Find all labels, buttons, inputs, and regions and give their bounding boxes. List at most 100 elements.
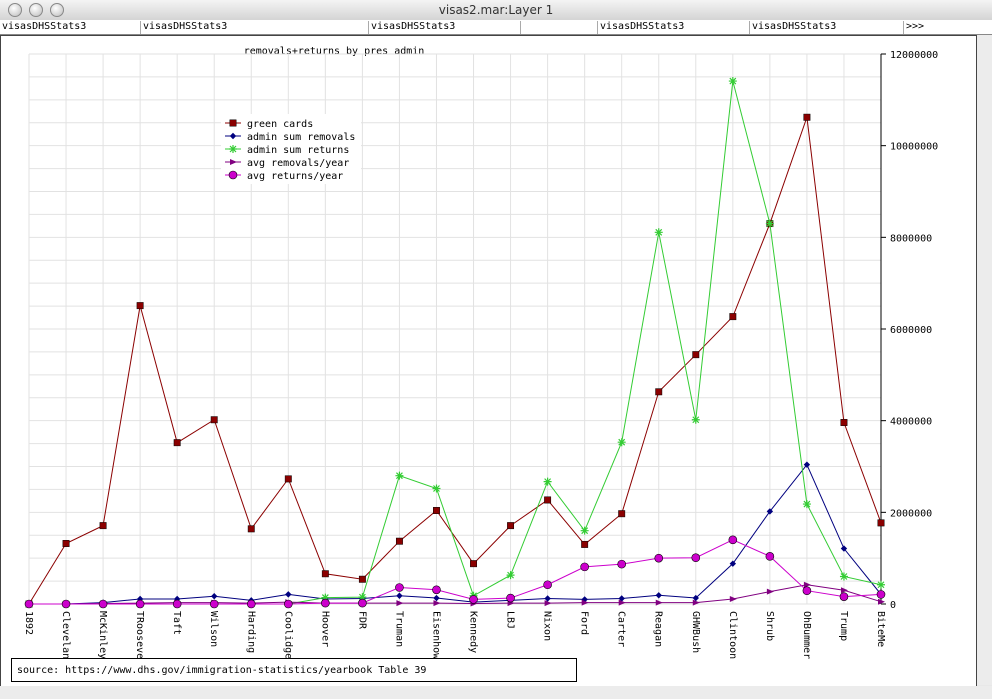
legend-label: avg removals/year — [247, 158, 349, 169]
x-tick-label: Clintoon — [727, 611, 738, 659]
data-point-circle — [765, 552, 775, 561]
data-point-diamond — [211, 593, 218, 600]
data-point-asterisk — [358, 593, 367, 602]
data-point-circle — [432, 585, 441, 595]
data-point-square — [173, 439, 181, 447]
x-tick-label: GHWBush — [690, 611, 701, 653]
data-point-triangle — [581, 599, 589, 606]
x-tick-label: Harding — [245, 611, 256, 653]
data-point-square — [507, 522, 515, 530]
minimize-window-button[interactable] — [29, 3, 43, 17]
data-point-triangle — [655, 599, 663, 606]
data-point-asterisk — [432, 484, 441, 493]
tab-visasdhsstats3-3[interactable]: visasDHSStats3 — [368, 21, 521, 34]
title-bar: visas2.mar:Layer 1 — [0, 0, 992, 21]
legend-label: admin sum returns — [247, 145, 349, 156]
data-point-diamond — [655, 592, 662, 599]
tab-empty[interactable] — [520, 21, 599, 34]
data-point-triangle — [396, 600, 404, 607]
data-point-asterisk — [543, 477, 552, 486]
series-line — [29, 463, 882, 605]
data-point-circle — [172, 599, 182, 609]
data-point-square — [210, 416, 218, 424]
vertical-scrollbar[interactable] — [977, 35, 992, 685]
x-tick-label: Cleveland — [60, 611, 71, 665]
data-point-square — [655, 388, 663, 396]
x-tick-label: Kennedy — [468, 611, 479, 653]
x-tick-label: Shrub — [764, 611, 775, 641]
data-point-circle — [61, 599, 71, 609]
y-tick-label: 2000000 — [890, 508, 932, 519]
data-point-diamond — [840, 545, 848, 552]
series-line — [29, 584, 882, 605]
data-point-diamond — [136, 595, 144, 603]
x-tick-label: OhBummer — [801, 611, 812, 659]
tab-visasdhsstats3-4[interactable]: visasDHSStats3 — [597, 21, 750, 34]
x-tick-label: Eisenhower — [430, 611, 441, 671]
data-point-asterisk — [654, 228, 663, 237]
data-point-circle — [358, 598, 367, 608]
data-point-asterisk — [506, 571, 515, 580]
x-tick-label: Hoover — [319, 611, 330, 647]
tab-visasdhsstats3-1[interactable]: visasDHSStats3 — [2, 21, 87, 32]
data-point-square — [803, 113, 811, 121]
x-tick-label: FDR — [356, 611, 367, 630]
data-point-diamond — [618, 595, 625, 602]
data-point-square — [321, 570, 329, 578]
source-note: source: https://www.dhs.gov/immigration-… — [11, 658, 577, 682]
data-point-diamond — [803, 461, 811, 468]
y-tick-label: 4000000 — [890, 417, 932, 428]
data-point-diamond — [396, 592, 403, 599]
data-point-circle — [691, 553, 701, 563]
legend-background — [221, 114, 361, 184]
x-tick-label: Trump — [838, 611, 849, 641]
series-avg-returns-year — [24, 535, 886, 609]
x-tick-label: LBJ — [505, 611, 516, 629]
y-tick-label: 0 — [890, 600, 896, 611]
data-point-circle — [802, 586, 812, 596]
data-point-diamond — [544, 595, 551, 602]
y-tick-label: 8000000 — [890, 233, 932, 244]
legend-label: green cards — [247, 119, 313, 130]
data-point-circle — [246, 599, 256, 609]
data-point-asterisk — [617, 438, 626, 447]
close-window-button[interactable] — [8, 3, 22, 17]
data-point-triangle — [729, 595, 737, 602]
data-point-triangle — [618, 599, 626, 606]
data-point-square — [692, 351, 700, 359]
tab-visasdhsstats3-2[interactable]: visasDHSStats3 — [140, 21, 366, 34]
data-point-asterisk — [321, 593, 330, 602]
series-line — [28, 117, 882, 605]
data-point-circle — [469, 595, 478, 604]
legend-label: admin sum removals — [247, 132, 355, 143]
tabs-more-button[interactable]: >>> — [903, 21, 986, 34]
data-point-asterisk — [580, 526, 589, 535]
data-point-square — [247, 525, 255, 533]
x-tick-label: Ford — [579, 611, 590, 635]
chart-title: removals+returns by pres admin — [244, 46, 425, 57]
layer-tab-bar: visasDHSStats3 visasDHSStats3 visasDHSSt… — [0, 20, 992, 35]
data-point-circle — [654, 553, 664, 563]
x-axis-tick-labels: 1892 Cleveland McKinley TRoosevelt Taft Wilso… — [23, 611, 886, 671]
zoom-window-button[interactable] — [50, 3, 64, 17]
data-point-diamond — [229, 132, 237, 140]
window-title: visas2.mar:Layer 1 — [438, 3, 554, 17]
series-line — [29, 80, 882, 605]
data-point-circle — [876, 590, 886, 599]
legend-item-admin-sum-removals: admin sum removals — [225, 132, 355, 143]
data-point-circle — [228, 170, 238, 180]
data-point-triangle — [840, 587, 848, 594]
tab-visasdhsstats3-5[interactable]: visasDHSStats3 — [749, 21, 902, 34]
data-point-square — [877, 519, 885, 527]
x-tick-label: Carter — [616, 611, 627, 647]
data-point-diamond — [285, 591, 292, 598]
legend-item-green-cards: green cards — [225, 119, 313, 130]
data-point-circle — [580, 562, 589, 572]
data-point-circle — [321, 598, 330, 608]
data-point-triangle — [433, 600, 441, 607]
x-tick-label: Coolidge — [282, 611, 293, 659]
data-point-triangle — [230, 159, 237, 165]
data-point-triangle — [766, 588, 774, 595]
x-tick-label: Nixon — [542, 611, 553, 641]
x-tick-label: BiteMe — [875, 611, 886, 647]
